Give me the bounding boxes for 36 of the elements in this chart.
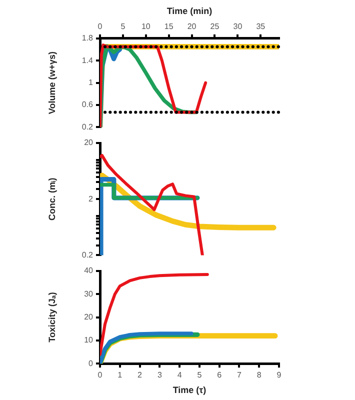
y-tick-label: 0.2 [82,122,94,132]
x-tick-label: 10 [141,22,151,31]
x-tick-label: 9 [276,370,282,380]
y-axis-title: Conc. (mᵢ) [46,178,57,220]
x-tick-label: 30 [233,22,243,31]
x-tick-label: 6 [217,370,222,380]
y-tick-label: 1.4 [82,56,94,65]
y-tick-label: 20 [84,138,94,148]
y-tick-label: 20 [84,312,94,322]
y-tick-label: 1.8 [82,34,94,43]
y-tick-label: 10 [84,336,94,345]
x-tick-label: 20 [187,22,197,31]
y-axis-title: Toxicity (Jₐ) [46,292,57,342]
x-axis-title: Time (min) [166,6,212,16]
y-tick-label: 0 [88,358,94,368]
x-tick-label: 7 [236,370,242,380]
x-tick-label: 1 [118,370,123,380]
x-tick-label: 3 [157,370,162,380]
x-axis-title: Time (τ) [172,385,206,396]
x-tick-label: 0 [98,22,103,31]
x-tick-label: 0 [98,370,103,380]
y-tick-label: 30 [84,289,94,298]
y-tick-label: 40 [84,266,94,276]
y-tick-label: 0.6 [82,100,94,110]
x-tick-label: 15 [164,22,174,31]
x-tick-label: 2 [138,370,143,380]
x-tick-label: 25 [210,22,220,31]
x-tick-label: 35 [256,22,266,31]
y-tick-label: 0.2 [82,250,94,260]
y-tick-label: 2 [88,194,94,204]
x-tick-label: 4 [177,370,182,380]
x-tick-label: 8 [256,370,262,380]
x-tick-label: 5 [197,370,202,380]
y-axis-title: Volume (w+γs) [46,51,57,114]
y-tick-label: 1 [88,78,94,88]
x-tick-label: 5 [120,22,126,31]
